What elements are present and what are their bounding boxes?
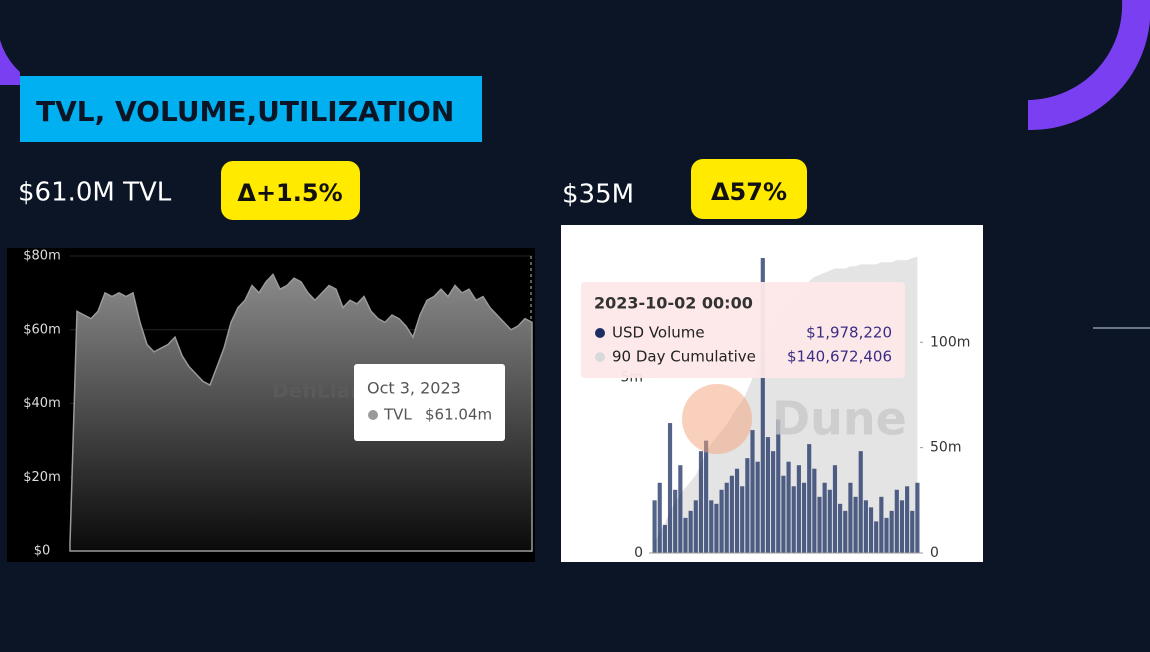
tvl-label: $61.0M TVL <box>18 178 172 208</box>
bar <box>698 451 704 553</box>
tooltip-dot <box>595 352 605 362</box>
bar <box>740 486 745 553</box>
bar <box>905 486 910 553</box>
tooltip-series: TVL <box>383 406 412 424</box>
tooltip-value: $61.04m <box>425 406 492 424</box>
bar <box>781 475 786 553</box>
bar <box>868 507 874 553</box>
bar <box>729 475 734 553</box>
decor-arc <box>0 40 40 85</box>
bar <box>894 489 899 553</box>
tooltip-value: $1,978,220 <box>806 324 892 342</box>
y-tick-label: $80m <box>23 249 60 264</box>
y-tick-label: $20m <box>23 470 60 485</box>
tooltip-series: USD Volume <box>612 324 705 342</box>
y2-tick-label: 100m <box>930 334 970 350</box>
bar <box>796 465 801 553</box>
y-tick-label: $0 <box>34 544 51 559</box>
y-tick-label: 0 <box>634 545 643 561</box>
bar <box>853 496 858 553</box>
change-pill <box>221 161 360 220</box>
y-tick-label: $40m <box>23 396 60 411</box>
bar <box>786 461 791 553</box>
bar <box>910 510 915 553</box>
bar <box>755 461 760 553</box>
bar <box>652 500 657 553</box>
bar <box>874 521 879 553</box>
tooltip-dot <box>595 328 605 338</box>
title-box <box>20 76 482 142</box>
bar <box>812 468 817 553</box>
bar <box>765 437 771 553</box>
tvl-change: Δ+1.5% <box>237 179 342 207</box>
change-pill <box>691 159 807 219</box>
y2-tick-label: 0 <box>930 545 939 561</box>
tooltip-series: 90 Day Cumulative <box>612 348 756 366</box>
watermark: Dune <box>772 392 907 446</box>
bar <box>693 500 698 553</box>
bar <box>667 423 673 553</box>
bar <box>683 517 688 553</box>
bar <box>889 510 894 553</box>
tooltip <box>581 282 905 378</box>
tooltip <box>354 364 505 441</box>
bar <box>714 503 719 553</box>
bar <box>760 258 765 553</box>
bar <box>662 524 667 553</box>
y-tick-label: $60m <box>23 322 60 337</box>
bar <box>832 465 838 553</box>
bar <box>745 458 750 553</box>
bar <box>838 503 843 553</box>
tooltip-value: $140,672,406 <box>787 348 892 366</box>
bar <box>822 482 827 553</box>
bar <box>771 451 776 553</box>
bar <box>709 500 714 553</box>
bar <box>899 500 905 553</box>
bar <box>848 482 853 553</box>
bar <box>719 489 724 553</box>
bar <box>817 496 822 553</box>
tooltip-title: Oct 3, 2023 <box>367 379 461 398</box>
volume-label: $35M <box>562 180 634 210</box>
bar <box>688 510 693 553</box>
area <box>69 273 533 552</box>
bar <box>657 482 662 553</box>
y2-tick-label: 50m <box>930 440 961 456</box>
decor-arc <box>1028 0 1150 131</box>
bar <box>678 465 683 553</box>
bar <box>673 489 678 553</box>
bar <box>843 510 848 553</box>
bar <box>704 440 709 553</box>
bar <box>858 451 863 553</box>
bar <box>884 517 889 553</box>
bar <box>724 482 729 553</box>
bar <box>863 500 868 553</box>
bar <box>827 489 832 553</box>
tooltip-dot <box>368 410 378 420</box>
slide-title: TVL, VOLUME,UTILIZATION <box>36 95 454 128</box>
watermark-logo <box>682 384 752 454</box>
volume-change: Δ57% <box>711 178 787 206</box>
bar <box>734 468 740 553</box>
bar <box>879 496 884 553</box>
bar <box>750 430 755 553</box>
decor-arc-cut <box>20 0 70 80</box>
bar <box>915 482 920 553</box>
tooltip-title: 2023-10-02 00:00 <box>594 294 753 313</box>
bar <box>791 486 796 553</box>
bar <box>801 482 807 553</box>
bar <box>776 419 781 553</box>
bar <box>807 444 812 553</box>
